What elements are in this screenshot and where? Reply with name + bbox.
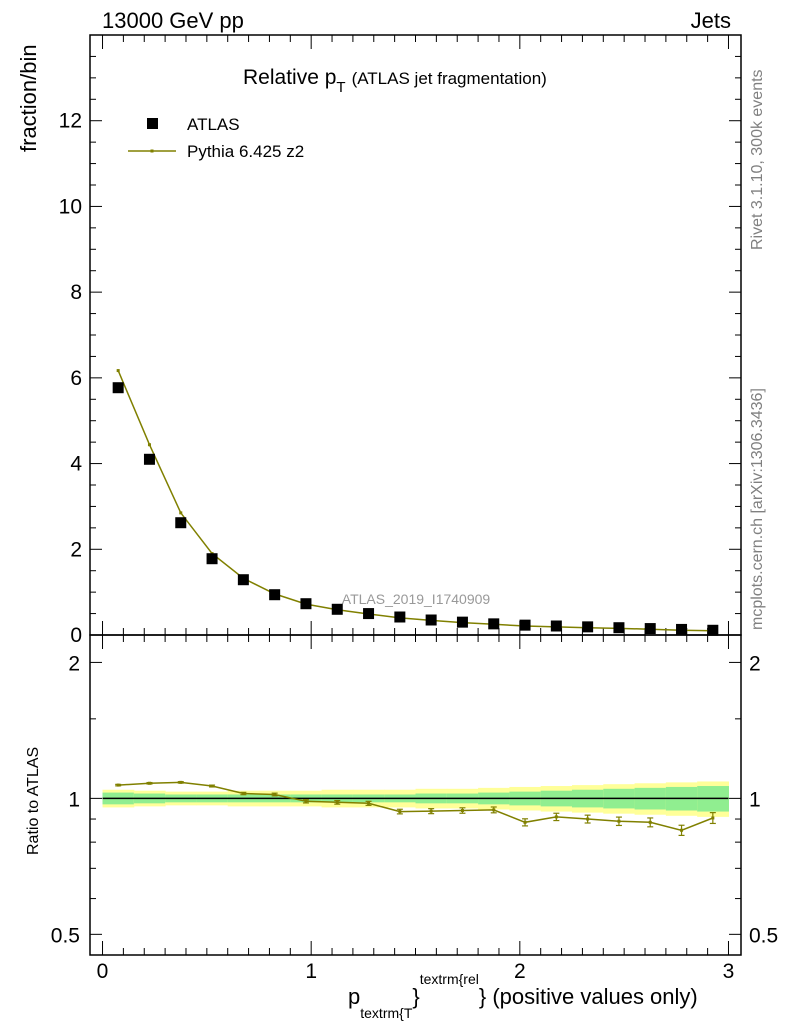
rivet-version-label: Rivet 3.1.10, 300k events [749, 69, 766, 250]
ratio-point [460, 809, 464, 813]
ratio-point [586, 817, 590, 821]
pythia-point [116, 369, 120, 373]
atlas-point [175, 517, 187, 529]
ratio-y-axis-label: Ratio to ATLAS [25, 747, 42, 855]
atlas-point [363, 608, 375, 620]
ratio-data-layer [115, 780, 716, 836]
atlas-point [582, 621, 594, 633]
ratio-y-tick-label: 2 [68, 652, 80, 675]
ratio-point [711, 816, 715, 820]
x-axis-label-subscript: textrm{T [360, 1005, 413, 1021]
ratio-point [179, 780, 183, 784]
pythia-point [147, 443, 151, 447]
main-axis-ticks [90, 34, 741, 636]
ratio-point [116, 783, 120, 787]
main-y-axis-label: fraction/bin [16, 44, 41, 152]
atlas-point [331, 603, 343, 615]
main-y-tick-label: 6 [70, 367, 82, 390]
ratio-point [210, 784, 214, 788]
main-title-text: Relative p [243, 66, 336, 89]
x-tick-label: 1 [305, 960, 317, 983]
ratio-pythia-curve [118, 781, 714, 832]
atlas-point [550, 620, 562, 632]
legend-atlas-label: ATLAS [187, 115, 240, 134]
atlas-point [707, 624, 719, 636]
main-y-tick-label: 2 [70, 538, 82, 561]
ratio-point [648, 820, 652, 824]
ratio-point [429, 809, 433, 813]
legend-pythia-marker [150, 149, 154, 153]
ratio-y-tick-label-right: 2 [749, 652, 761, 675]
ratio-point [335, 800, 339, 804]
main-y-tick-label: 4 [70, 453, 82, 476]
ratio-point [523, 820, 527, 824]
ratio-panel: 0.5 0.5 1 1 2 2 0 1 2 3 Ratio to ATLAS ptextrm{T… [25, 634, 778, 1021]
x-tick-label: 3 [723, 960, 735, 983]
atlas-point [456, 616, 468, 628]
ratio-point [680, 828, 684, 832]
ratio-y-tick-label: 0.5 [51, 924, 80, 947]
ratio-y-tick-label: 1 [68, 788, 80, 811]
main-title-subscript: T [336, 79, 345, 96]
x-tick-label: 0 [97, 960, 109, 983]
ratio-point [554, 815, 558, 819]
x-axis-label-tail: } (positive values only) [479, 984, 698, 1009]
ratio-point [398, 810, 402, 814]
x-axis-label-brace: } [412, 984, 419, 1009]
x-axis-label-main: p [348, 984, 360, 1009]
main-y-tick-label: 0 [70, 624, 82, 647]
main-y-tick-labels: 0 2 4 6 8 10 12 [59, 110, 83, 647]
mcplots-reference-label: mcplots.cern.ch [arXiv:1306.3436] [749, 388, 766, 630]
ratio-point [147, 781, 151, 785]
ratio-point [304, 799, 308, 803]
atlas-point [394, 611, 406, 623]
main-title-paren: (ATLAS jet fragmentation) [352, 69, 547, 88]
ratio-point [492, 808, 496, 812]
analysis-watermark: ATLAS_2019_I1740909 [342, 591, 491, 607]
ratio-point [273, 792, 277, 796]
main-y-tick-label: 8 [70, 281, 82, 304]
main-title: Relative pT (ATLAS jet fragmentation) [243, 66, 547, 96]
ratio-y-tick-label-right: 0.5 [749, 924, 778, 947]
ratio-point [241, 792, 245, 796]
legend: ATLAS Pythia 6.425 z2 [128, 115, 304, 161]
ratio-point [617, 819, 621, 823]
main-y-tick-label: 12 [59, 110, 82, 133]
atlas-point [143, 453, 155, 465]
ratio-y-tick-label-right: 1 [749, 788, 761, 811]
legend-pythia-label: Pythia 6.425 z2 [187, 142, 304, 161]
atlas-point [237, 574, 249, 586]
pythia-point [179, 511, 183, 515]
legend-atlas-marker [147, 118, 158, 129]
header-right: Jets [691, 8, 731, 33]
atlas-point [425, 614, 437, 626]
atlas-point [300, 598, 312, 610]
atlas-point [613, 622, 625, 634]
main-y-tick-label: 10 [59, 195, 82, 218]
atlas-point [488, 618, 500, 630]
x-axis-label-superscript: textrm{rel [420, 971, 479, 987]
atlas-point [206, 553, 218, 565]
x-tick-labels: 0 1 2 3 [97, 960, 735, 983]
atlas-point [112, 382, 124, 394]
atlas-point [644, 623, 656, 635]
header-left: 13000 GeV pp [102, 8, 244, 33]
main-panel: Relative pT (ATLAS jet fragmentation) fra… [16, 34, 742, 647]
atlas-point [269, 589, 281, 601]
ratio-axis-ticks [90, 635, 741, 955]
main-data-layer [112, 369, 719, 636]
atlas-point [519, 619, 531, 631]
x-tick-label: 2 [514, 960, 526, 983]
ratio-y-tick-labels: 0.5 0.5 1 1 2 2 [51, 652, 778, 947]
x-axis-label: ptextrm{T}textrm{rel} (positive values o… [348, 971, 698, 1021]
atlas-point [676, 623, 688, 635]
ratio-point [367, 801, 371, 805]
